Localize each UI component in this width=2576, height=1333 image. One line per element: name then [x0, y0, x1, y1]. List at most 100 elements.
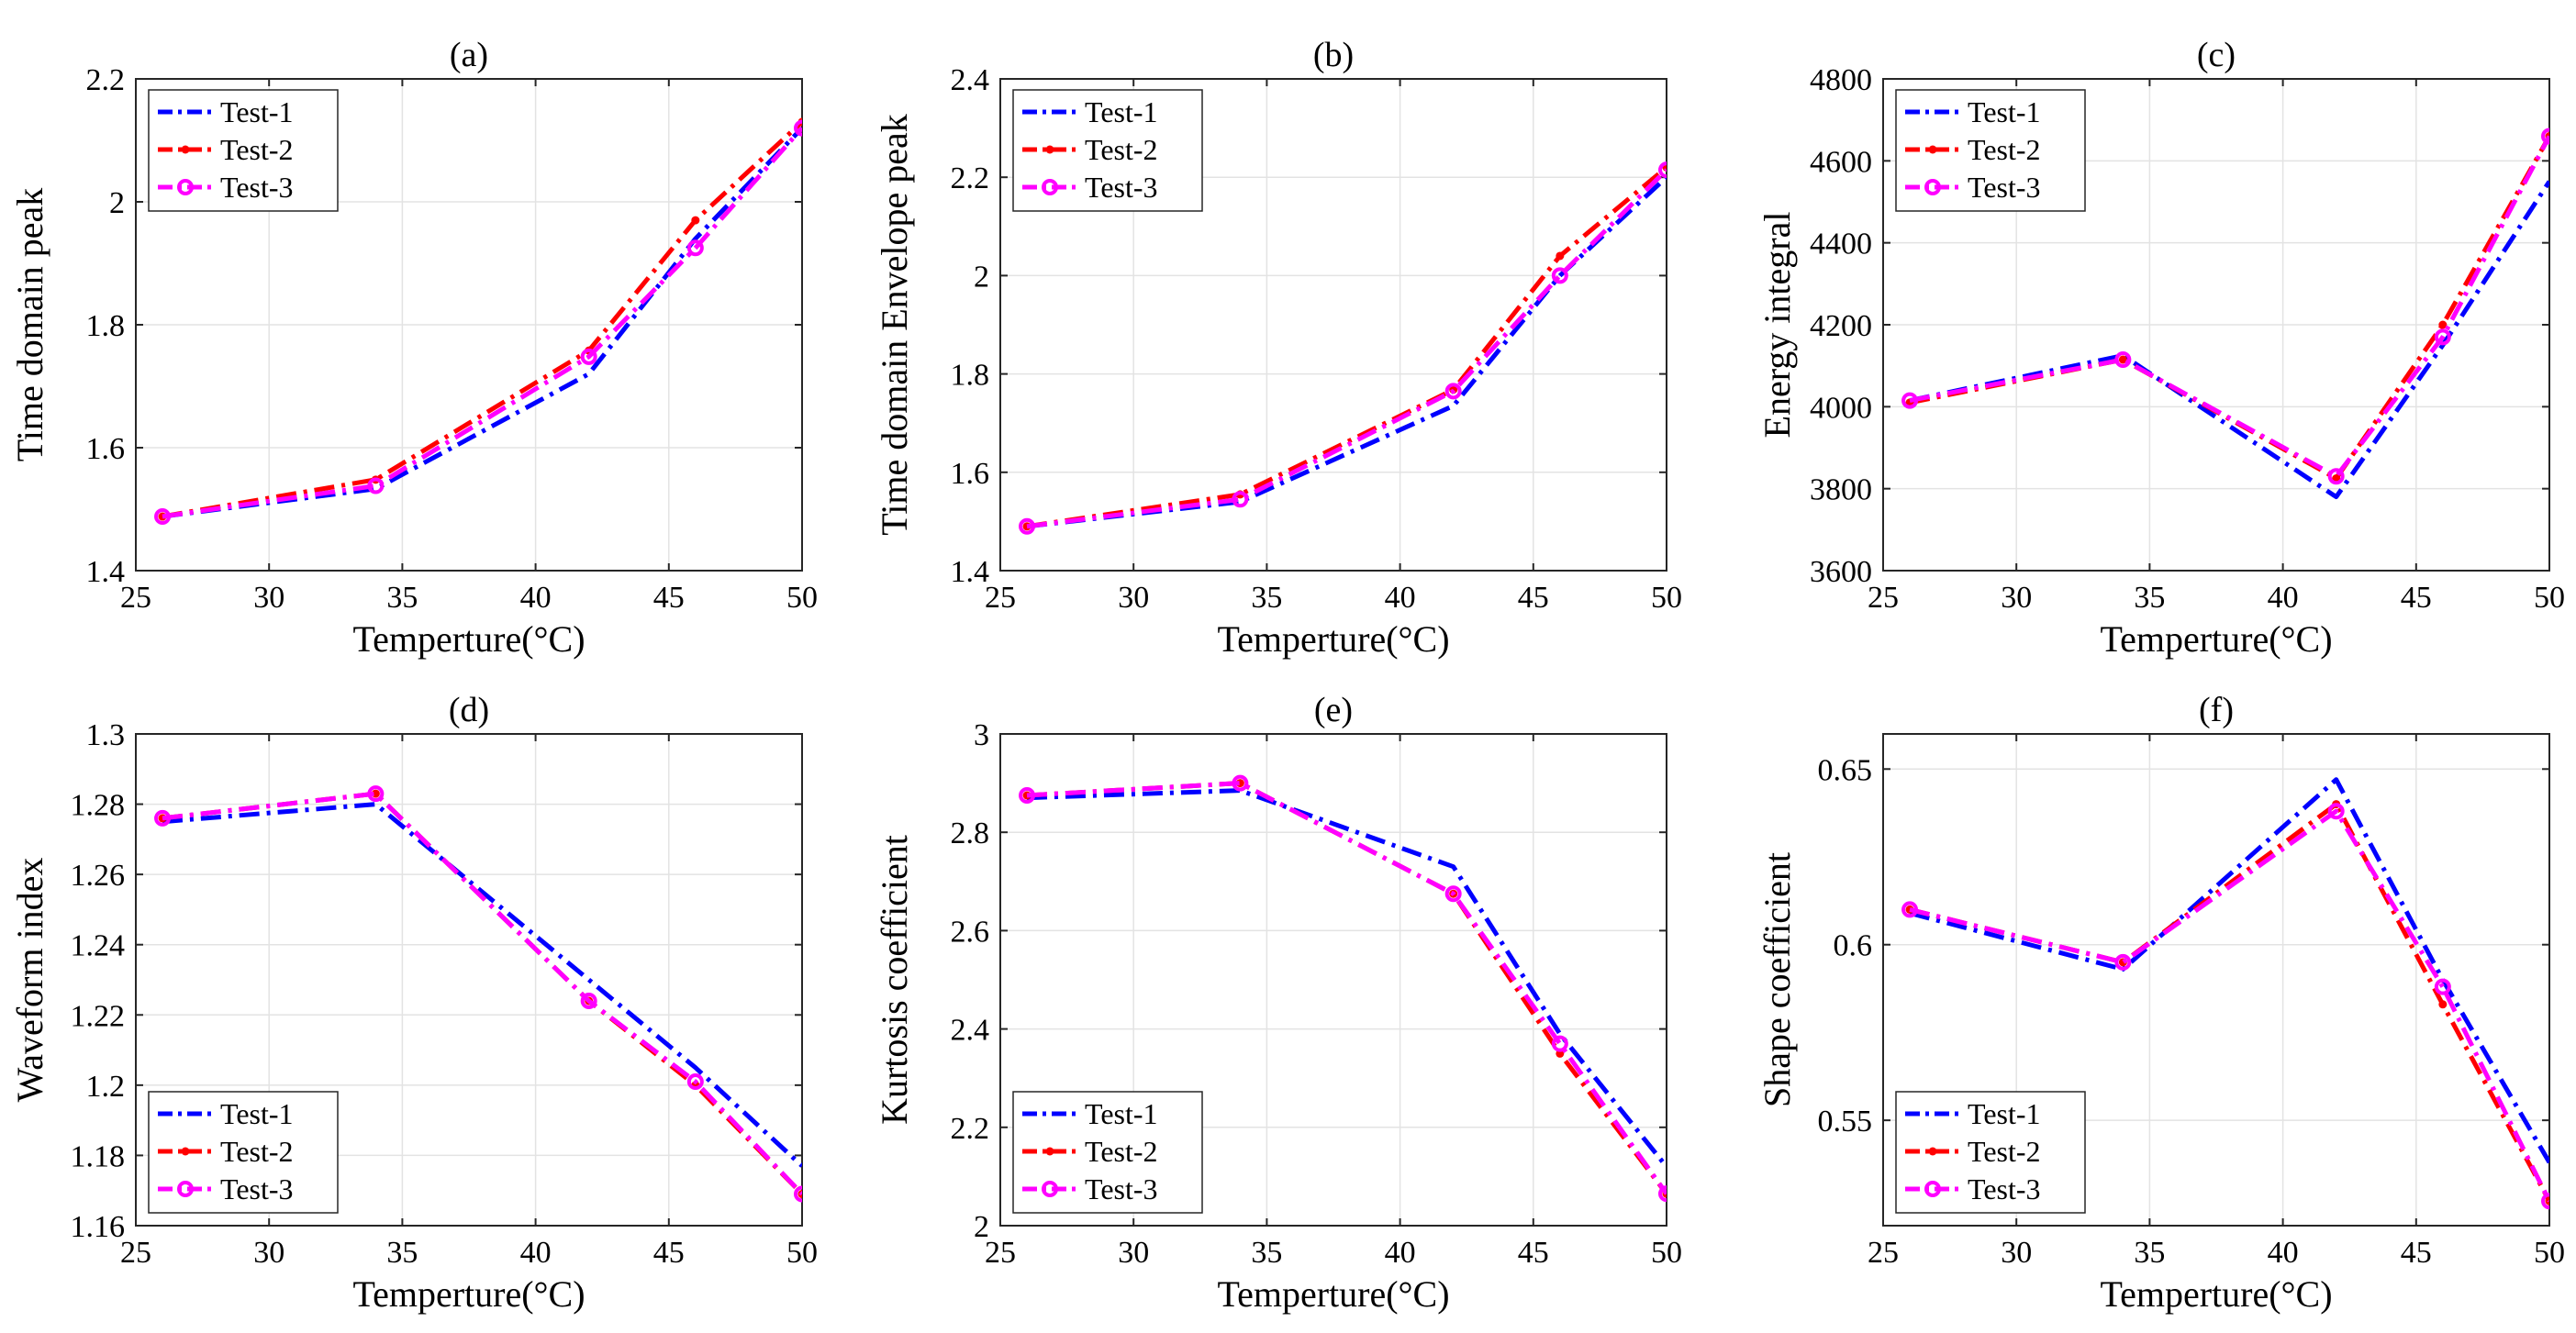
y-tick-label: 2.4 [951, 1014, 990, 1048]
y-tick-label: 2.2 [951, 1112, 990, 1146]
legend: Test-1 Test-2 Test-3 [1012, 89, 1203, 212]
legend-label: Test-1 [1085, 95, 1158, 128]
y-tick-label: 1.24 [71, 929, 126, 963]
y-tick-label: 4800 [1810, 63, 1872, 97]
data-point [2438, 1000, 2448, 1009]
legend-label: Test-1 [1085, 1097, 1158, 1130]
x-tick-label: 30 [2001, 1236, 2032, 1270]
series-group [154, 785, 802, 1203]
axes-box [999, 78, 1667, 572]
x-tick-label: 50 [2534, 581, 2565, 615]
legend-label: Test-3 [1085, 1172, 1158, 1205]
data-point [2114, 350, 2132, 368]
series-line-test-1 [162, 802, 802, 1168]
y-tick-label: 3600 [1810, 555, 1872, 589]
chart-panel-a: 25 30 35 40 45 50 1.4 1.6 1.8 2 2.2 (a) Temperture(°… [9, 36, 818, 660]
x-tick-label: 50 [2534, 1236, 2565, 1270]
x-axis-label: Temperture(°C) [2100, 618, 2332, 660]
y-tick-label: 1.3 [86, 718, 126, 752]
y-tick-label: 4400 [1810, 228, 1872, 261]
y-axis-label: Time domain peak [9, 188, 50, 462]
y-axis-label: Time domain Envelope peak [874, 114, 915, 536]
y-tick-label: 2 [974, 260, 989, 294]
chart-panel-f: 25 30 35 40 45 50 0.55 0.6 0.65 (f) Temperture(°C)… [1756, 691, 2565, 1315]
series-group [1019, 774, 1667, 1203]
legend-label: Test-2 [220, 133, 294, 166]
x-axis-label: Temperture(°C) [1217, 618, 1449, 660]
data-point [794, 119, 802, 137]
data-point [1658, 161, 1667, 179]
series-group [154, 117, 802, 526]
legend-marker [1928, 145, 1937, 154]
y-tick-label: 0.55 [1818, 1105, 1873, 1139]
data-point [367, 785, 385, 803]
x-tick-label: 30 [1118, 581, 1149, 615]
x-tick-label: 50 [1651, 1236, 1682, 1270]
y-axis-label: Shape coefficient [1756, 852, 1798, 1107]
legend-marker [1045, 145, 1054, 154]
chart-title: (b) [1313, 36, 1354, 74]
data-point [2438, 320, 2448, 329]
data-point [1444, 885, 1462, 903]
legend-label: Test-3 [220, 1172, 294, 1205]
data-point [2114, 953, 2132, 971]
legend: Test-1 Test-2 Test-3 [1895, 89, 2086, 212]
legend-marker [181, 145, 190, 154]
series-group [1901, 128, 2549, 500]
x-tick-label: 45 [2401, 581, 2432, 615]
x-tick-label: 45 [1518, 581, 1549, 615]
legend-label: Test-3 [220, 171, 294, 204]
x-tick-label: 40 [2268, 1236, 2299, 1270]
x-tick-label: 25 [120, 1236, 151, 1270]
data-point [580, 348, 597, 365]
data-point [1658, 1185, 1667, 1203]
x-tick-label: 50 [1651, 581, 1682, 615]
chart-panel-d: 25 30 35 40 45 50 1.16 1.18 1.2 1.22 1.24 1.26 1.28 1… [9, 691, 818, 1315]
data-point [1901, 392, 1919, 409]
y-tick-label: 4600 [1810, 145, 1872, 179]
data-point [2434, 978, 2451, 995]
y-tick-label: 1.26 [71, 859, 126, 893]
legend-label: Test-2 [1085, 1135, 1158, 1168]
data-point [794, 1185, 802, 1203]
axes-box [1882, 733, 2550, 1227]
chart-panel-b: 25 30 35 40 45 50 1.4 1.6 1.8 2 2.2 2.4 (b) Tempertur… [874, 36, 1682, 660]
x-tick-label: 40 [520, 581, 552, 615]
x-tick-label: 35 [2134, 581, 2165, 615]
x-tick-label: 40 [520, 1236, 552, 1270]
data-point [1901, 901, 1919, 918]
y-axis-label: Kurtosis coefficient [874, 835, 915, 1125]
series-line-test-3 [1026, 781, 1667, 1195]
axes-box [135, 733, 803, 1227]
data-point [2118, 355, 2127, 364]
legend-label: Test-2 [220, 1135, 294, 1168]
x-tick-label: 30 [253, 1236, 284, 1270]
legend: Test-1 Test-2 Test-3 [1895, 1091, 2086, 1214]
y-tick-label: 4000 [1810, 391, 1872, 425]
legend-label: Test-1 [220, 95, 294, 128]
x-axis-label: Temperture(°C) [2100, 1273, 2332, 1315]
x-tick-label: 25 [1868, 581, 1899, 615]
y-tick-label: 0.65 [1818, 753, 1873, 787]
series-group [1019, 161, 1667, 535]
series-line-test-3 [1909, 808, 2549, 1203]
series-line-test-3 [1026, 168, 1667, 529]
series-line-test-1 [1909, 180, 2549, 500]
legend-label: Test-3 [1085, 171, 1158, 204]
data-point [2434, 328, 2451, 346]
series-line-test-1 [1909, 777, 2549, 1164]
y-tick-label: 2 [974, 1210, 989, 1244]
x-tick-label: 35 [1251, 581, 1282, 615]
x-tick-label: 40 [2268, 581, 2299, 615]
x-tick-label: 45 [1518, 1236, 1549, 1270]
legend-label: Test-1 [1968, 1097, 2041, 1130]
y-tick-label: 1.6 [951, 457, 990, 491]
series-line-test-3 [1909, 135, 2549, 479]
legend-label: Test-2 [1085, 133, 1158, 166]
series-line-test-3 [162, 791, 802, 1196]
series-line-test-3 [162, 126, 802, 519]
data-point [1551, 267, 1568, 284]
y-tick-label: 3800 [1810, 473, 1872, 507]
y-tick-label: 3 [974, 718, 989, 752]
x-tick-label: 30 [1118, 1236, 1149, 1270]
